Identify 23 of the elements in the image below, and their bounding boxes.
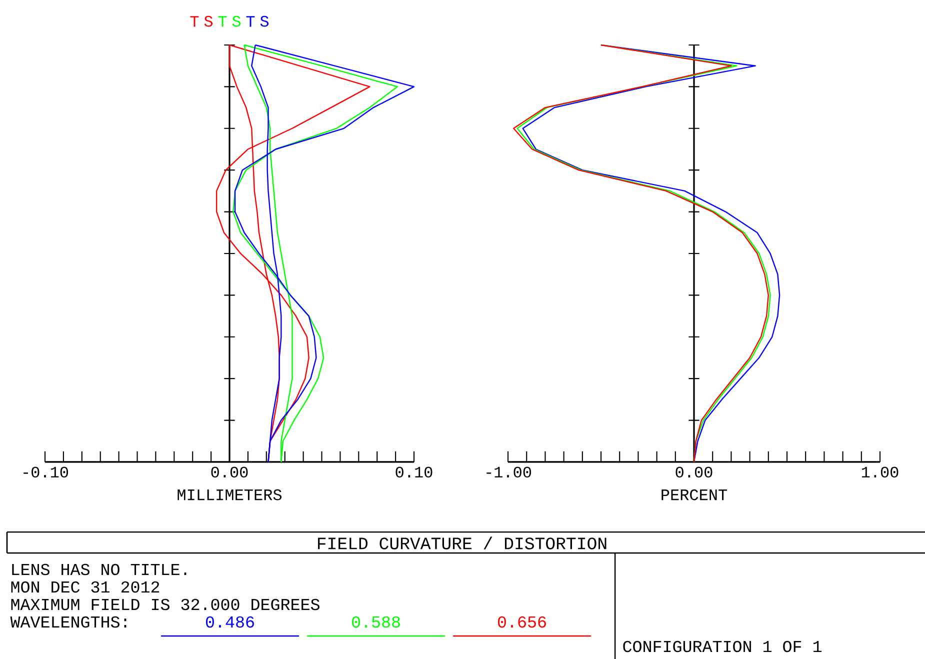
x-tick-label: 0.00 [676, 466, 712, 478]
text: CONFIGURATION 1 OF 1 [623, 640, 822, 652]
text: LENS HAS NO TITLE. [12, 564, 186, 576]
text: MON DEC 31 2012 [11, 581, 160, 593]
text: T [190, 16, 199, 27]
series-label: S [204, 16, 213, 27]
series-label: S [260, 16, 269, 27]
text: WAVELENGTHS: [10, 616, 126, 628]
text: MAXIMUM FIELD IS 32.000 DEGREES [11, 598, 320, 610]
series-label: T [218, 16, 227, 27]
x-tick-label: 1.00 [862, 466, 898, 478]
category-label: 0.656 [498, 616, 546, 628]
x-tick-label: -0.10 [24, 466, 68, 478]
category-label: 0.588 [352, 616, 400, 628]
series-label: S [232, 16, 241, 27]
category-label: 0.486 [206, 616, 254, 628]
series-label: T [246, 16, 255, 27]
x-tick-label: 0.00 [211, 466, 248, 478]
text: FIELD CURVATURE / DISTORTION [318, 536, 606, 550]
x-tick-label: -1.00 [486, 466, 532, 478]
x-axis-title: MILLIMETERS [178, 489, 282, 500]
x-axis-title: PERCENT [662, 489, 727, 500]
x-tick-label: 0.10 [396, 466, 432, 478]
